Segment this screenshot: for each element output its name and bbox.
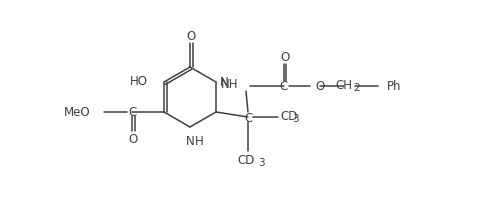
- Text: O: O: [315, 80, 324, 92]
- Text: C: C: [128, 106, 136, 119]
- Text: 3: 3: [292, 114, 299, 124]
- Text: NH: NH: [220, 78, 238, 90]
- Text: O: O: [186, 29, 196, 43]
- Text: Ph: Ph: [387, 80, 401, 92]
- Text: CD: CD: [237, 153, 255, 167]
- Text: HO: HO: [130, 75, 148, 87]
- Text: O: O: [128, 133, 138, 145]
- Text: C: C: [280, 80, 288, 92]
- Text: CD: CD: [280, 109, 297, 123]
- Text: H: H: [194, 135, 204, 148]
- Text: O: O: [280, 51, 289, 63]
- Text: C: C: [245, 111, 253, 124]
- Text: N: N: [220, 75, 229, 89]
- Text: 2: 2: [353, 83, 360, 93]
- Text: MeO: MeO: [63, 106, 90, 119]
- Text: 3: 3: [258, 158, 264, 168]
- Text: N: N: [186, 135, 194, 148]
- Text: CH: CH: [336, 78, 352, 92]
